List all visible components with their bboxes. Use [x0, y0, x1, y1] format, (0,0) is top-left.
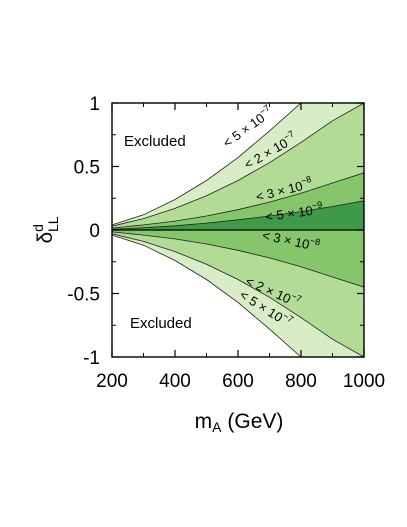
y-tick-label-0.5: 0.5 [74, 158, 100, 179]
band-label-u_3e8-exp: −8 [300, 174, 312, 186]
band-5e-9 [112, 200, 364, 230]
boundary-upper-5e-9 [112, 200, 364, 230]
x-tick-label-1000: 1000 [343, 371, 385, 392]
excluded-bottom-label: Excluded [130, 315, 192, 332]
y-axis-title-main: δ [34, 232, 57, 244]
band-label-u_2e7-exp: −7 [282, 128, 296, 142]
x-tick-label-600: 600 [222, 371, 254, 392]
x-tick-label-400: 400 [159, 371, 191, 392]
band-label-m_5e9: < 5 × 10−9 [264, 199, 324, 224]
x-axis-title-sub: A [212, 419, 222, 435]
y-axis-title: δdLL [30, 216, 61, 243]
x-axis-title-unit: (GeV) [227, 410, 283, 433]
boundary-lower-3e-8 [112, 231, 364, 288]
y-axis-title-group: δdLL [30, 216, 61, 243]
boundary-upper-2e-7 [112, 103, 364, 227]
x-tick-labels: 200 400 600 800 1000 [96, 371, 385, 392]
boundary-lines [112, 103, 364, 357]
y-tick-label-neg1: -1 [83, 348, 100, 369]
band-label-l_3e8-exp: −8 [309, 235, 321, 247]
y-tick-labels: 1 0.5 0 -0.5 -1 [67, 94, 100, 369]
x-axis-title-main: m [195, 410, 213, 433]
x-axis-title: mA (GeV) [195, 410, 284, 435]
x-tick-label-800: 800 [285, 371, 317, 392]
boundary-upper-3e-8 [112, 172, 364, 229]
boundary-upper-5e-7 [112, 103, 364, 226]
x-tick-label-200: 200 [96, 371, 128, 392]
band-label-m_5e9-exp: −9 [311, 199, 323, 210]
band-label-l_2e7-exp: −7 [290, 291, 303, 304]
band-label-u_5e7-exp: −7 [258, 103, 272, 117]
boundary-lower-2e-7 [112, 233, 364, 357]
excluded-top-label: Excluded [124, 133, 186, 150]
band-label-l_5e7-exp: −7 [281, 311, 295, 325]
y-tick-label-neg0.5: -0.5 [67, 285, 100, 306]
y-axis-title-sup: d [30, 224, 46, 232]
ticks-layer [111, 102, 365, 358]
y-tick-label-0: 0 [89, 221, 100, 242]
band-label-m_5e9-base: < 5 × 10 [264, 203, 313, 224]
y-axis-title-sub: LL [45, 216, 61, 232]
boundary-lower-5e-7 [112, 234, 364, 357]
y-tick-label-1: 1 [89, 94, 100, 115]
